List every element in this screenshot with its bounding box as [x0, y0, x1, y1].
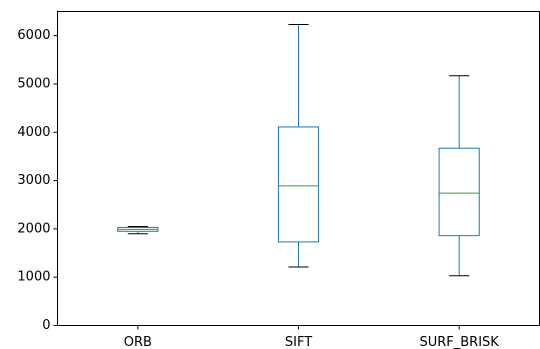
x-tick-label: SURF_BRISK: [419, 335, 499, 349]
x-axis: ORB SIFT SURF_BRISK: [124, 325, 499, 349]
y-tick-label: 4000: [17, 125, 50, 140]
x-tick-label: ORB: [124, 335, 152, 349]
y-tick-label: 3000: [17, 173, 50, 188]
box-orb: [117, 225, 159, 235]
y-tick-label: 6000: [17, 28, 50, 43]
y-tick-label: 5000: [17, 76, 50, 91]
iqr-box: [438, 147, 480, 237]
box-surf-brisk: [438, 75, 480, 277]
y-axis: 0 1000 2000 3000 4000 5000 6000: [17, 28, 58, 333]
box-sift: [277, 24, 320, 268]
y-tick-label: 2000: [17, 221, 50, 236]
x-tick-label: SIFT: [285, 335, 312, 349]
y-tick-label: 1000: [17, 270, 50, 285]
plot-area: [117, 24, 480, 277]
y-tick-label: 0: [42, 318, 50, 333]
iqr-box: [277, 126, 320, 243]
